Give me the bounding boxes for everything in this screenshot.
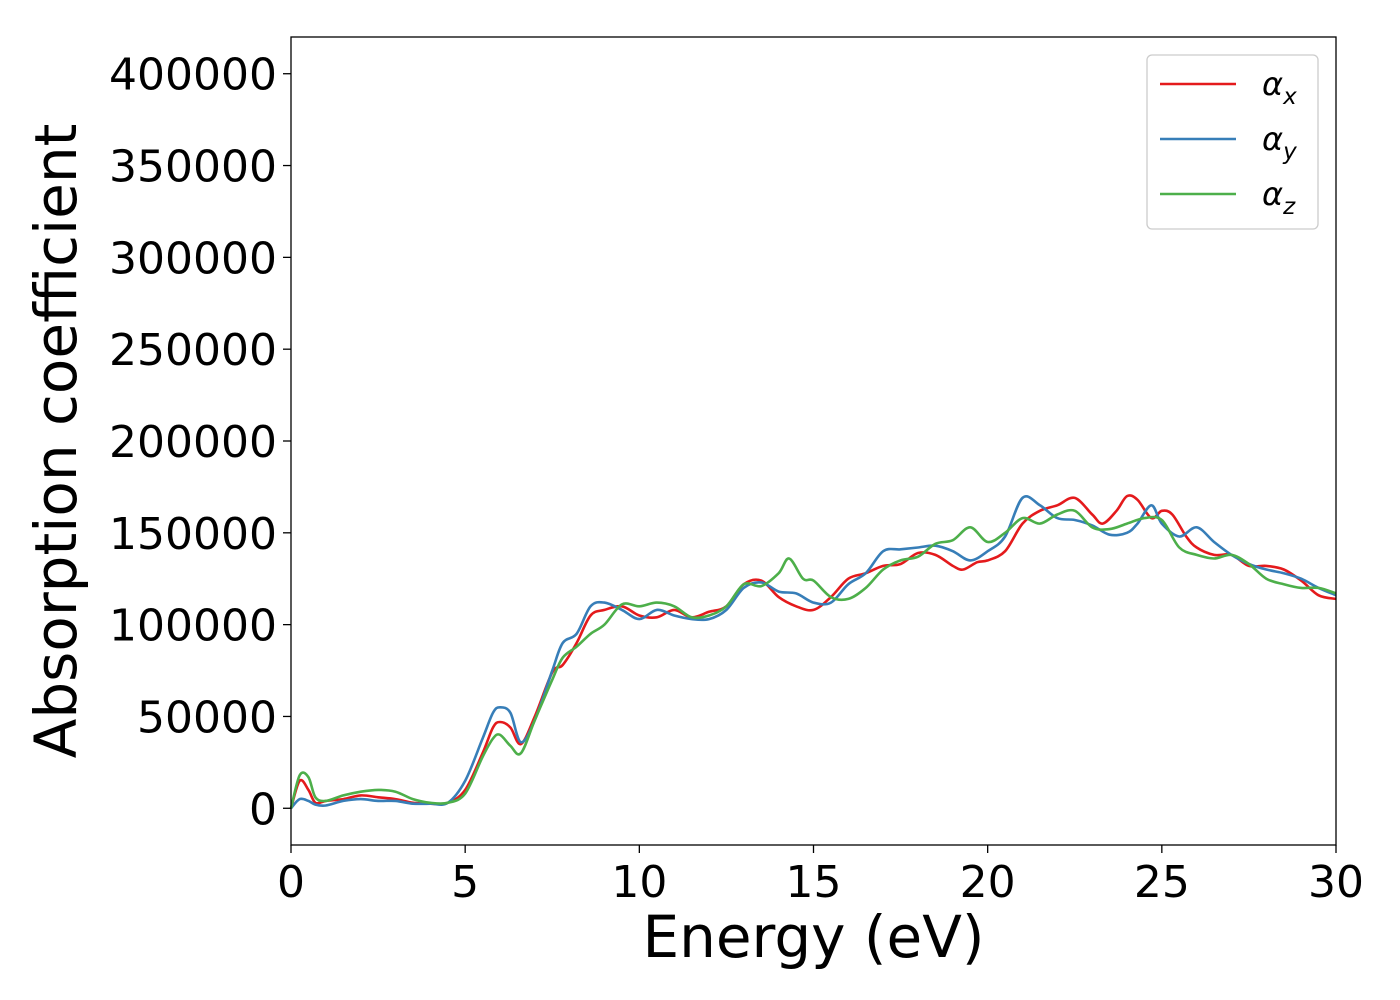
y-tick-label: 50000 [137, 692, 277, 743]
legend-symbol: α [1262, 120, 1283, 158]
legend-subscript: z [1282, 194, 1296, 220]
y-tick-label: 150000 [109, 509, 277, 560]
y-tick-label: 400000 [109, 50, 277, 101]
x-axis-title: Energy (eV) [642, 903, 984, 971]
legend-symbol: α [1262, 65, 1283, 103]
series-line-alpha-z [289, 508, 1337, 809]
x-tick-label: 30 [1308, 857, 1364, 908]
y-tick-label: 250000 [109, 325, 277, 376]
series-layer [289, 494, 1337, 810]
x-axis: 0 5 10 15 20 25 30 [277, 845, 1364, 908]
y-tick-label: 100000 [109, 601, 277, 652]
x-tick-label: 20 [960, 857, 1016, 908]
series-line-alpha-y [290, 495, 1337, 810]
y-axis: 0 50000 100000 150000 200000 250000 300000 3500… [109, 50, 291, 835]
x-tick-label: 15 [786, 857, 842, 908]
legend-box [1146, 54, 1319, 230]
x-tick-label: 10 [611, 857, 667, 908]
legend-subscript: y [1282, 139, 1297, 165]
x-tick-label: 0 [277, 857, 305, 908]
series-line-alpha-x [289, 494, 1337, 809]
legend-symbol: α [1262, 175, 1283, 213]
legend-subscript: x [1282, 84, 1297, 110]
y-tick-label: 300000 [109, 233, 277, 284]
legend-label-alpha-y: αy [1262, 120, 1297, 165]
x-tick-label: 5 [451, 857, 479, 908]
y-axis-title: Absorption coefficient [22, 124, 90, 759]
x-tick-label: 25 [1134, 857, 1190, 908]
y-tick-label: 200000 [109, 417, 277, 468]
legend-label-alpha-x: αx [1262, 65, 1297, 110]
y-tick-label: 350000 [109, 142, 277, 193]
legend-label-alpha-z: αz [1262, 175, 1296, 220]
y-tick-label: 0 [249, 784, 277, 835]
